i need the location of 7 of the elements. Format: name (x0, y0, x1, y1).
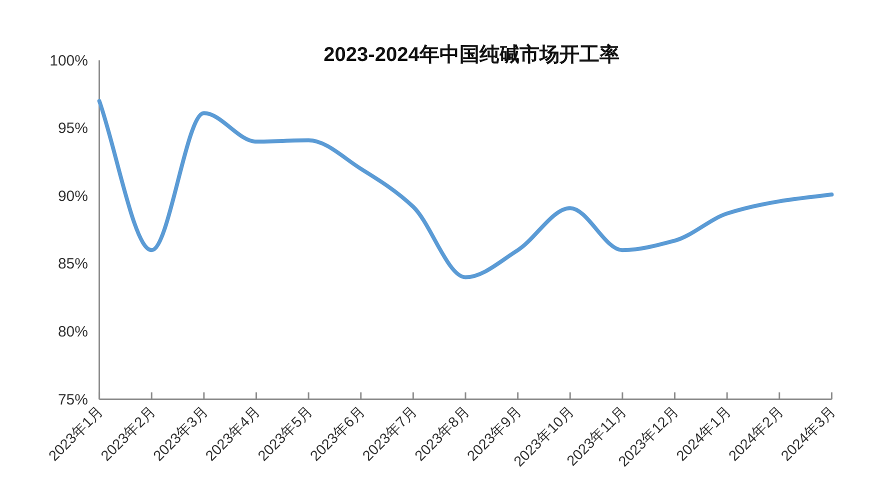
y-tick-label: 80% (58, 324, 88, 340)
title: 2023-2024年中国纯碱市场开工率 (324, 44, 620, 66)
y-tick-label: 75% (58, 391, 88, 408)
y-tick-label: 85% (58, 256, 88, 273)
y-tick-label: 95% (58, 120, 88, 138)
y-tick-label: 90% (58, 188, 88, 205)
y-tick-label: 100% (50, 52, 88, 70)
